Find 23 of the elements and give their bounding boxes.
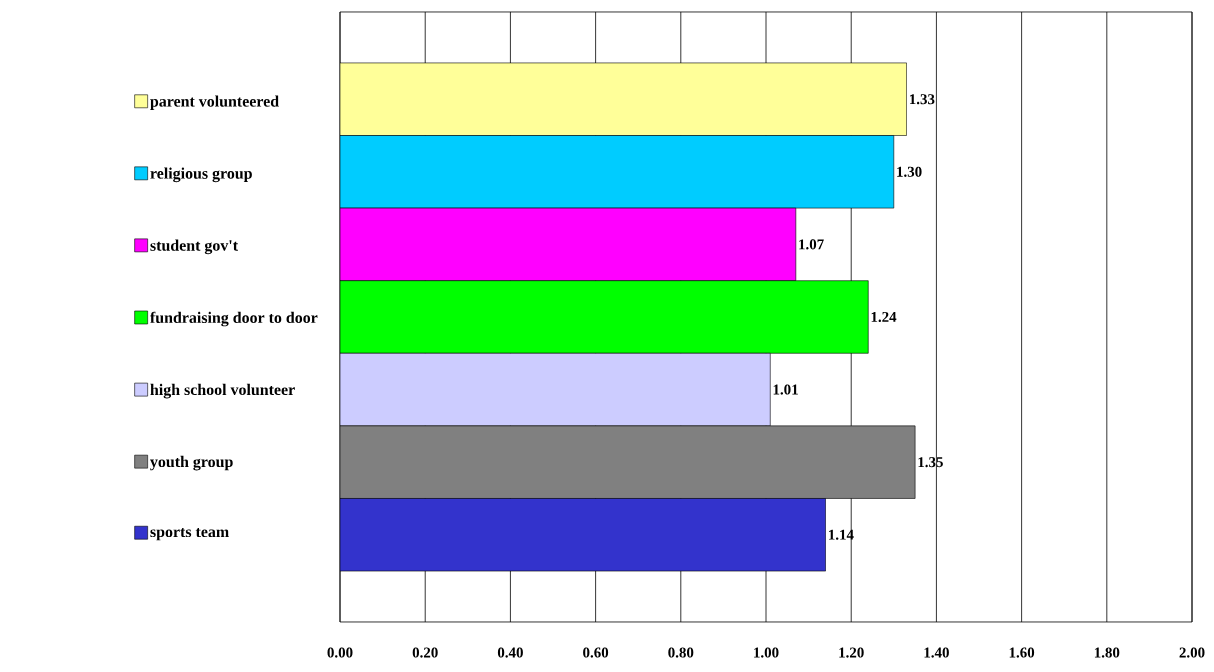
data-label: 1.07 <box>799 239 824 250</box>
x-tick-label: 1.60 <box>1009 647 1035 658</box>
legend-label: sports team <box>150 527 229 541</box>
data-label: 1.24 <box>871 311 897 323</box>
data-label: 1.33 <box>909 94 935 105</box>
legend-label: religious group <box>150 167 252 183</box>
x-tick-label: 1.20 <box>839 647 864 658</box>
legend-label: high school volunteer <box>150 383 295 399</box>
legend-label: parent volunteered <box>150 95 279 110</box>
data-label: 1.30 <box>897 166 922 177</box>
x-tick-label: 0.60 <box>583 647 609 658</box>
legend-label: fundraising door to door <box>150 311 318 327</box>
legend-label: youth group <box>150 455 233 471</box>
x-tick-label: 0.80 <box>668 647 694 658</box>
x-tick-label: 1.40 <box>924 647 949 658</box>
x-tick-label: 1.80 <box>1094 647 1120 658</box>
x-tick-label: 0.00 <box>327 647 353 658</box>
x-tick-label: 0.40 <box>497 647 523 658</box>
x-tick-label: 2.00 <box>1179 647 1205 658</box>
legend-label: student gov't <box>150 239 238 255</box>
data-label: 1.01 <box>773 384 798 395</box>
x-tick-label: 1.00 <box>754 647 779 658</box>
x-tick-label: 0.20 <box>412 647 438 658</box>
